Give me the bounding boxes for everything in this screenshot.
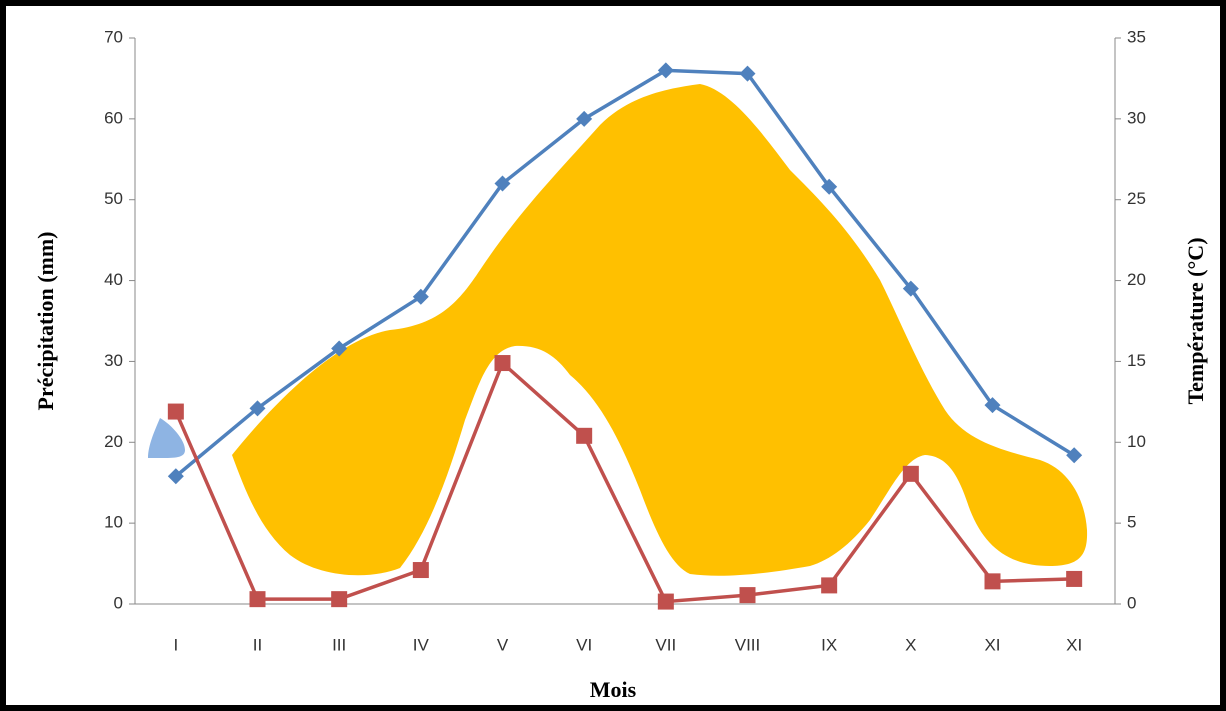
x-tick-label: VIII <box>735 635 761 654</box>
x-tick-label: V <box>497 635 509 654</box>
point <box>657 593 674 610</box>
y2-tick-label: 25 <box>1127 189 1146 208</box>
dry-period-area <box>232 84 1088 576</box>
point <box>984 573 1001 590</box>
y-tick-label: 50 <box>104 189 123 208</box>
y-tick-label: 70 <box>104 27 123 46</box>
point <box>657 62 674 79</box>
y2-axis-title: Température (°C) <box>1183 237 1208 404</box>
y-tick-label: 0 <box>114 593 123 612</box>
x-tick-label: IV <box>413 635 430 654</box>
point <box>412 288 429 305</box>
y2-tick-label: 20 <box>1127 270 1146 289</box>
point <box>494 175 511 192</box>
y2-tick-label: 5 <box>1127 513 1136 532</box>
point <box>167 403 184 420</box>
x-tick-label: II <box>253 635 262 654</box>
x-tick-label: XI <box>984 635 1000 654</box>
point <box>902 465 919 482</box>
point <box>167 468 184 485</box>
point <box>412 562 429 579</box>
y2-tick-label: 0 <box>1127 593 1136 612</box>
point <box>739 65 756 82</box>
series-line <box>174 360 1075 604</box>
y-tick-label: 40 <box>104 270 123 289</box>
point <box>494 355 511 372</box>
y-tick-label: 20 <box>104 432 123 451</box>
y2-tick-label: 30 <box>1127 108 1146 127</box>
point <box>331 340 348 357</box>
point <box>576 427 593 444</box>
y-tick-label: 30 <box>104 351 123 370</box>
x-tick-label: I <box>173 635 178 654</box>
point <box>331 591 348 608</box>
point <box>821 178 838 195</box>
x-tick-label: X <box>905 635 916 654</box>
point <box>249 591 266 608</box>
point <box>984 397 1001 414</box>
x-tick-label: XI <box>1066 635 1082 654</box>
point <box>1066 447 1083 464</box>
y-axis-title: Précipitation (mm) <box>33 232 58 411</box>
point <box>739 587 756 604</box>
x-axis-title: Mois <box>590 677 637 702</box>
x-tick-label: VI <box>576 635 592 654</box>
x-tick-label: VII <box>655 635 676 654</box>
rain-drop-icon <box>148 418 185 458</box>
y2-tick-label: 10 <box>1127 432 1146 451</box>
y2-tick-label: 15 <box>1127 351 1146 370</box>
x-tick-label: IX <box>821 635 837 654</box>
x-tick-label: III <box>332 635 346 654</box>
point <box>249 400 266 417</box>
y-tick-label: 60 <box>104 108 123 127</box>
y-tick-label: 10 <box>104 513 123 532</box>
series-line <box>174 68 1076 478</box>
y2-tick-label: 35 <box>1127 27 1146 46</box>
point <box>821 577 838 594</box>
point <box>902 280 919 297</box>
point <box>1066 570 1083 587</box>
point <box>576 110 593 127</box>
